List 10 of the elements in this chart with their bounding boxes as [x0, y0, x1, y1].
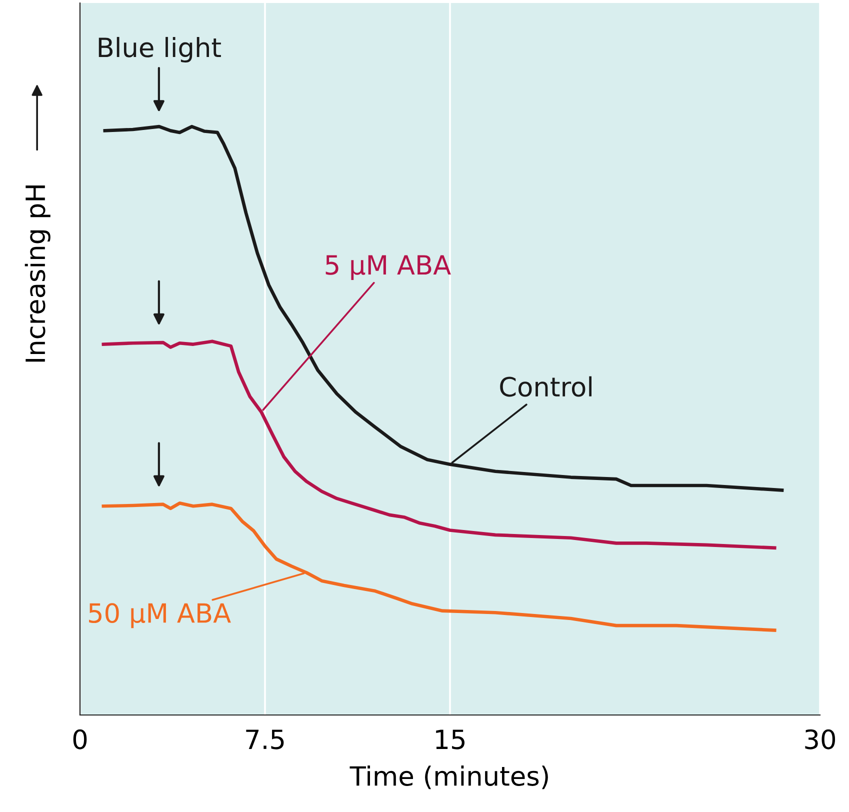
x-tick-label: 7.5: [246, 730, 284, 750]
x-tick-label: 15: [436, 730, 464, 750]
x-tick-label: 30: [805, 729, 836, 750]
x-axis-title: Time (minutes): [350, 766, 548, 790]
text: 5 µM ABA: [326, 255, 451, 280]
text: 50 µM ABA: [89, 603, 231, 628]
y-axis-title: Increasing pH: [24, 186, 50, 362]
x-tick-label: 0: [73, 729, 87, 750]
text: Control: [500, 376, 592, 397]
annotation: Blue light: [98, 36, 221, 62]
